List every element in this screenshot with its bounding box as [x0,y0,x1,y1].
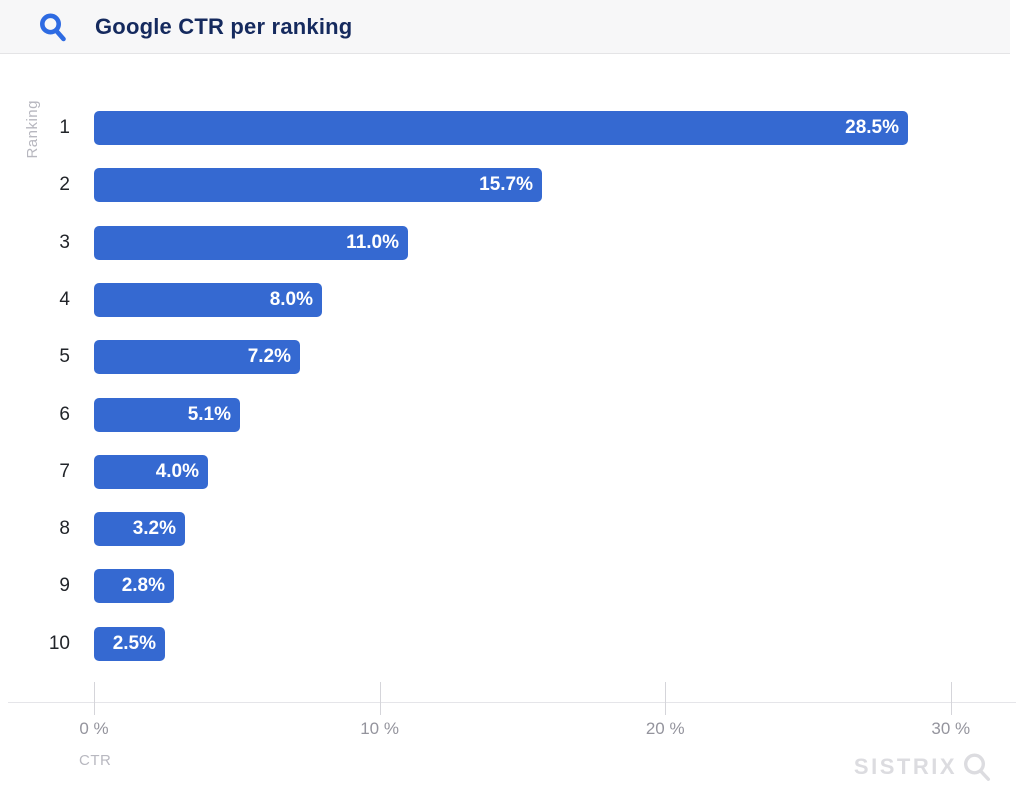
x-tick-label: 30 % [931,719,971,738]
x-tick-label: 0 % [79,719,109,738]
bar: 28.5% [94,111,908,145]
bar-value-label: 15.7% [479,174,533,196]
bar: 7.2% [94,340,300,375]
bar-value-label: 2.5% [112,632,156,654]
x-axis-tick [665,682,667,715]
category-label: 3 [59,231,70,253]
search-icon [40,13,66,42]
x-axis-tick [950,682,952,715]
category-label: 10 [48,632,70,654]
x-axis-tick [379,682,381,715]
page-title: Google CTR per ranking [95,14,353,39]
bar-row: 1 28.5% [0,111,1024,145]
x-tick-label: 10 % [360,719,399,738]
bar-row: 6 5.1% [0,397,1024,432]
bar: 5.1% [94,397,240,432]
bar-value-label: 8.0% [269,288,313,310]
bar: 2.5% [94,626,165,661]
bar-value-label: 4.0% [155,460,199,482]
bar-value-label: 5.1% [187,403,231,425]
chart-header: Google CTR per ranking [0,0,1010,54]
bar-value-label: 28.5% [845,117,899,138]
bar-value-label: 7.2% [247,346,291,368]
bar-row: 10 2.5% [0,626,1024,661]
category-label: 4 [59,288,70,310]
bar: 3.2% [94,512,185,547]
category-label: 2 [59,174,70,196]
bar-row: 2 15.7% [0,168,1024,203]
x-axis-tick [94,682,95,715]
magnifier-icon [963,753,990,781]
bar-row: 7 4.0% [0,454,1024,489]
bar-row: 9 2.8% [0,569,1024,604]
category-label: 8 [59,518,70,540]
x-axis-title: CTR [79,752,112,769]
bar-row: 4 8.0% [0,282,1024,317]
category-label: 6 [59,403,70,425]
bar-row: 3 11.0% [0,225,1024,260]
bar: 11.0% [94,225,408,260]
category-label: 1 [59,117,70,138]
x-axis-line [8,702,1016,703]
bar: 8.0% [94,282,322,317]
bar-row: 5 7.2% [0,340,1024,375]
bar: 2.8% [94,569,174,604]
bar-value-label: 2.8% [121,575,165,597]
category-label: 7 [59,460,70,482]
sistrix-watermark: SISTRIX [854,752,992,782]
x-tick-label: 20 % [645,719,685,738]
bar-value-label: 11.0% [346,231,399,253]
category-label: 5 [59,346,70,368]
category-label: 9 [59,575,70,597]
bar: 15.7% [94,168,542,203]
bar-row: 8 3.2% [0,512,1024,547]
watermark-text: SISTRIX [853,754,957,779]
bar: 4.0% [94,454,208,489]
bar-value-label: 3.2% [132,518,176,540]
